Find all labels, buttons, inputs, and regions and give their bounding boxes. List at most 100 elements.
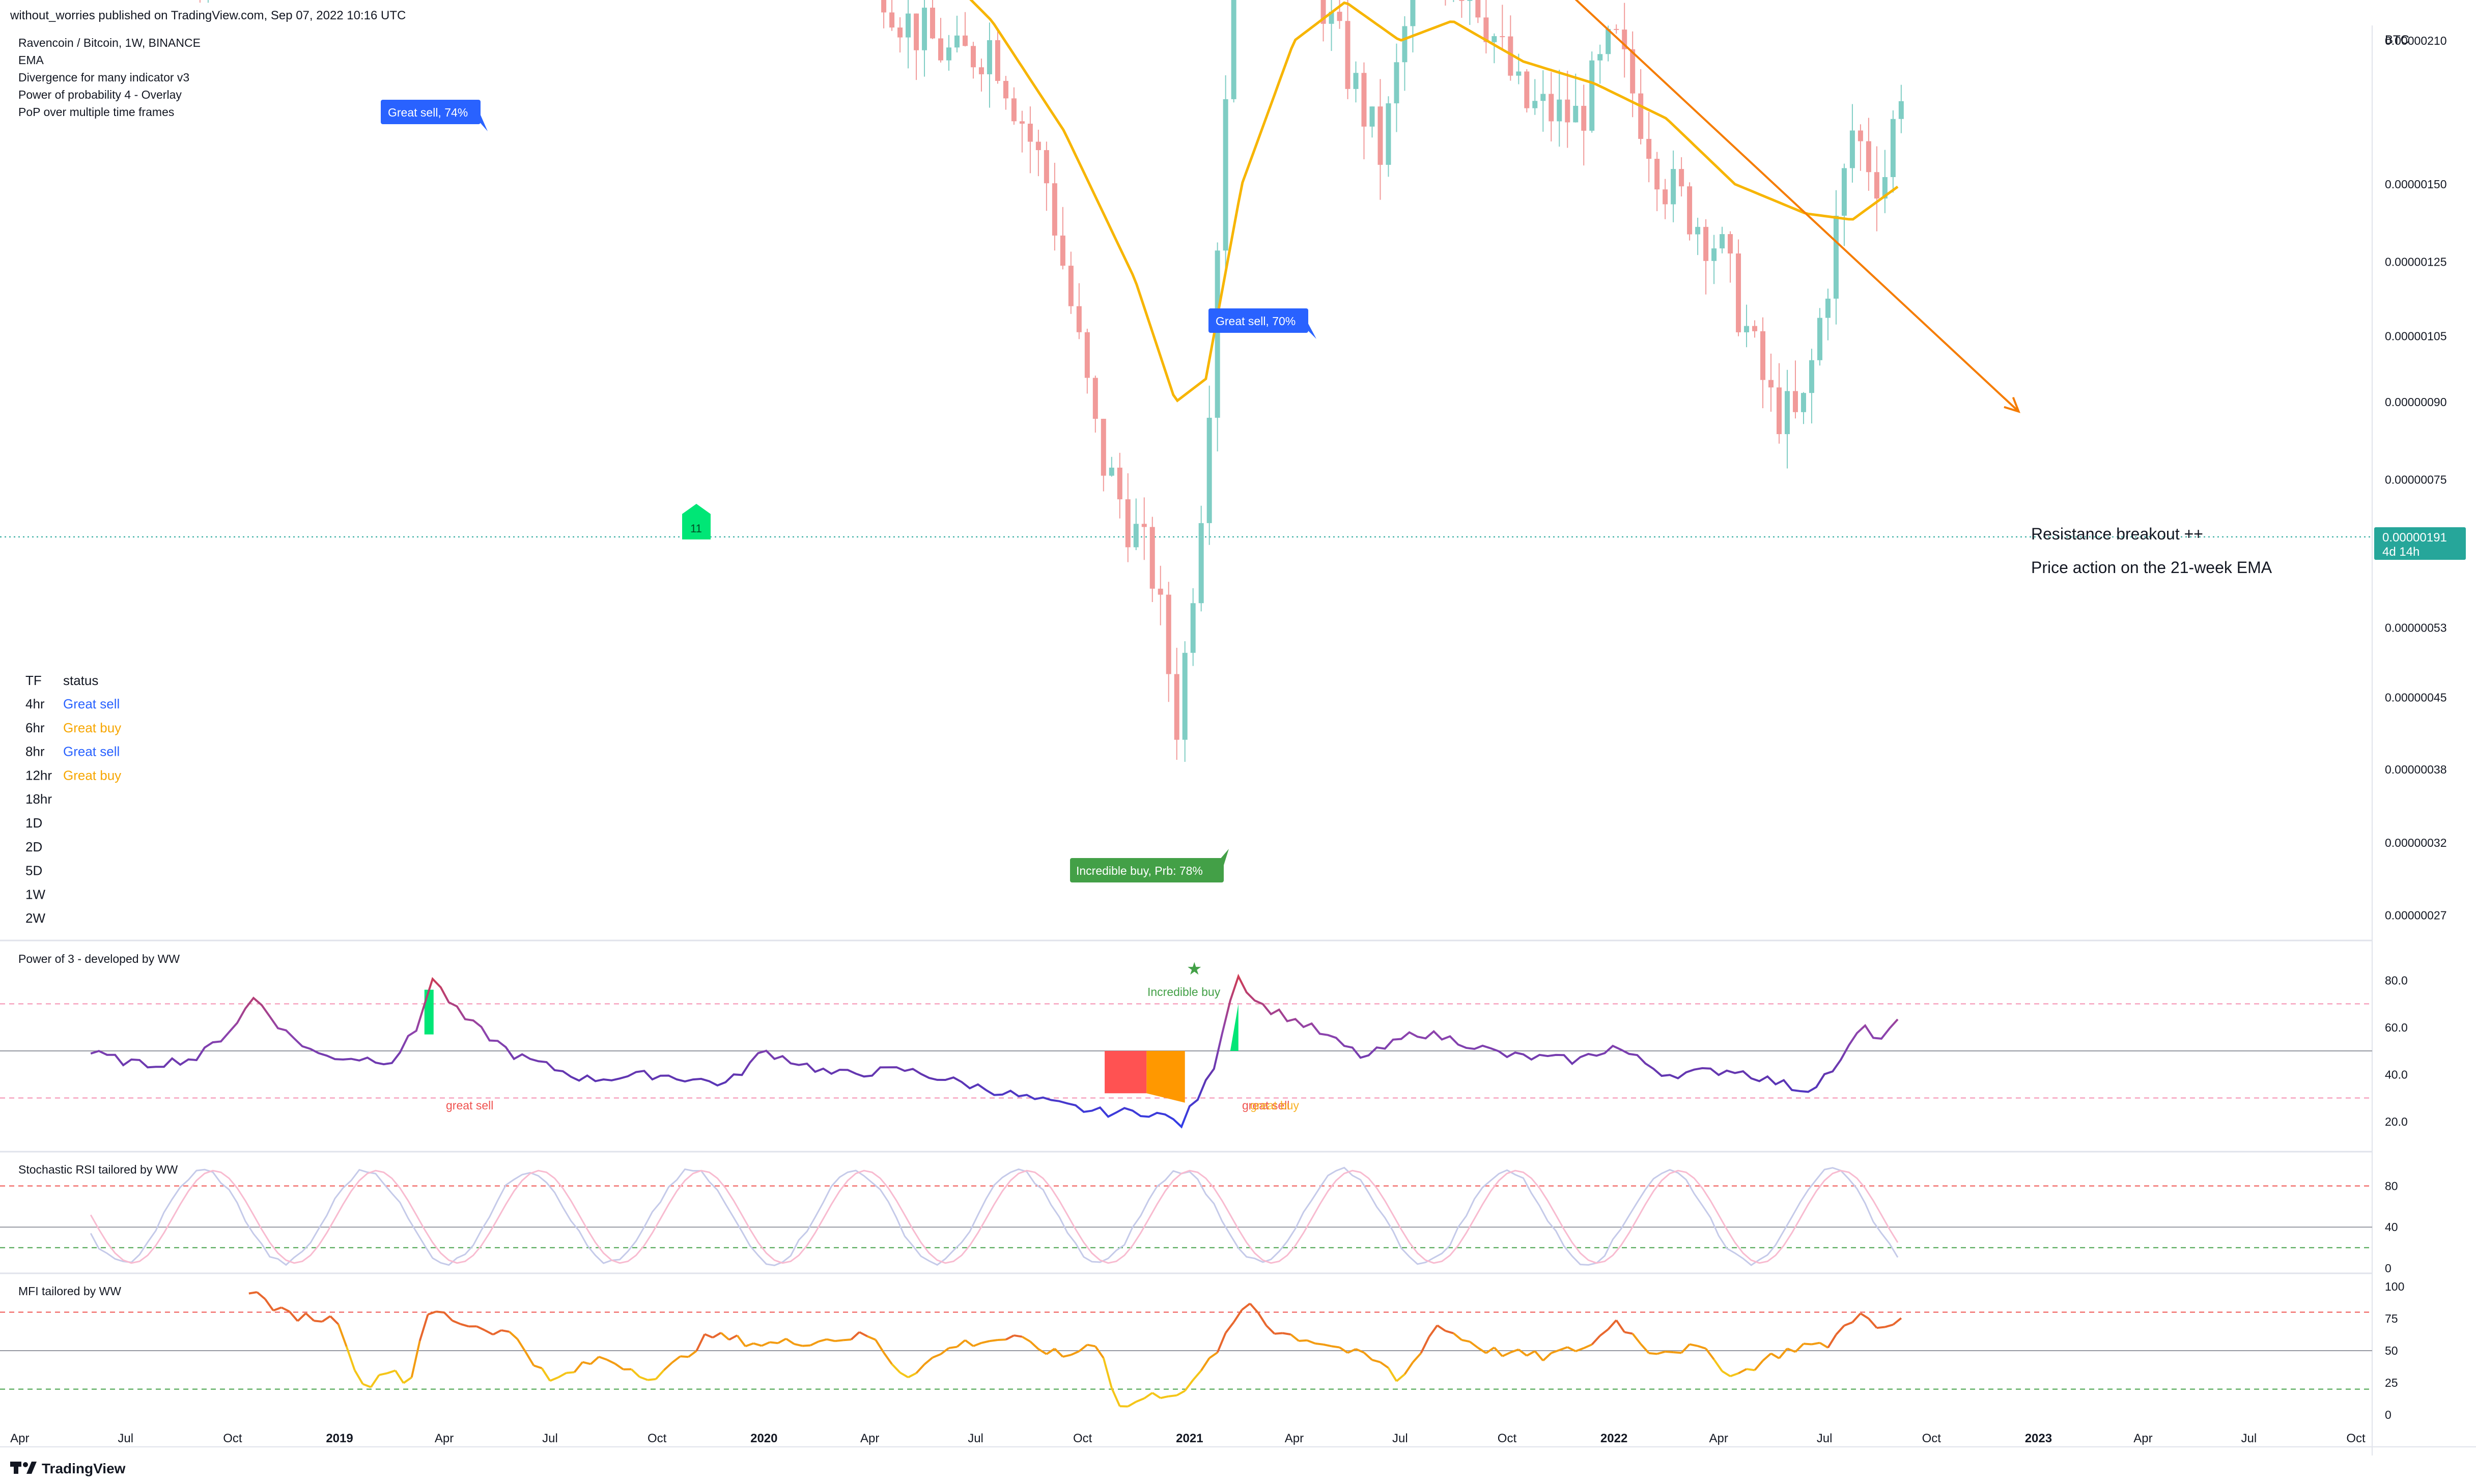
candle-body (1166, 594, 1171, 674)
mfi-segment (1143, 1392, 1153, 1400)
candle-body (1402, 26, 1408, 63)
status-row-tf: 4hr (25, 696, 45, 711)
pow3-line (90, 974, 1899, 1129)
mfi-segment (1005, 1334, 1015, 1340)
mfi-segment (501, 1329, 510, 1333)
candle-body (1027, 123, 1033, 142)
legend: Ravencoin / Bitcoin, 1W, BINANCE EMA Div… (18, 36, 201, 119)
mfi-segment (1200, 1357, 1211, 1372)
candle-body (1076, 306, 1082, 332)
candle-body (1149, 527, 1155, 589)
mfi-segment (403, 1376, 412, 1384)
mfi-segment (541, 1367, 551, 1382)
candle-body (1736, 253, 1741, 332)
mfi-segment (1428, 1325, 1439, 1337)
candle-body (1223, 99, 1228, 251)
mfi-segment (655, 1369, 665, 1380)
mfi-segment (533, 1364, 543, 1369)
mfi-segment (753, 1342, 762, 1347)
signal-great-sell-1: Great sell, 74% (381, 100, 488, 131)
mfi-segment (1794, 1343, 1805, 1353)
time-tick-label: Apr (1285, 1432, 1304, 1445)
price-axis[interactable]: 0.000020000.000017000.000014000.00001200… (2385, 0, 2447, 922)
time-axis[interactable]: Apr Jul Oct 2019 Apr Jul Oct 2020 Apr Jul Oct 2021 A… (10, 1432, 2366, 1445)
mfi-segment (1168, 1394, 1177, 1397)
price-tick-label: 0.00000090 (2385, 395, 2447, 409)
mfi-segment (1469, 1340, 1479, 1349)
mfi-segment (794, 1343, 803, 1347)
count-marker: 11 (682, 504, 711, 539)
mfi-segment (663, 1361, 673, 1371)
symbol-title: Ravencoin / Bitcoin, 1W, BINANCE (18, 36, 201, 49)
candle-body (1044, 150, 1049, 184)
incredible-buy-star-icon: ★ (1187, 959, 1202, 979)
pane-tick-label: 100 (2385, 1280, 2404, 1293)
mfi-segment (289, 1310, 299, 1322)
mfi-pane[interactable]: MFI tailored by WW 100 75 50 25 0 (0, 1280, 2404, 1421)
candle-body (1809, 360, 1814, 393)
mfi-segment (1631, 1333, 1642, 1345)
status-row-tf: 5D (25, 863, 42, 878)
mfi-segment (908, 1372, 917, 1379)
mfi-segment (761, 1341, 771, 1347)
mfi-segment (1575, 1347, 1584, 1352)
candle-body (1206, 417, 1212, 523)
mfi-segment (353, 1369, 364, 1385)
mfi-segment (1241, 1302, 1251, 1311)
mfi-segment (443, 1311, 454, 1322)
candle-body (1329, 12, 1334, 24)
candle-body (1882, 177, 1888, 199)
indicator-pop-overlay: Power of probability 4 - Overlay (18, 88, 182, 101)
candle-body (1508, 36, 1513, 76)
pane-tick-label: 80 (2385, 1179, 2398, 1192)
candle-body (1849, 130, 1855, 168)
mfi-segment (1851, 1312, 1862, 1323)
mfi-segment (680, 1355, 689, 1358)
pow3-pane[interactable]: Power of 3 - developed by WW 80.0 60.0 40.… (0, 952, 2408, 1129)
mfi-segment (891, 1363, 901, 1374)
price-tick-label: 0.00000045 (2385, 691, 2447, 704)
mfi-segment (810, 1340, 820, 1347)
mfi-segment (973, 1342, 982, 1347)
stoch-pane[interactable]: Stochastic RSI tailored by WW 80 40 0 (0, 1163, 2398, 1275)
candle-body (1703, 226, 1709, 261)
price-tick-label: 0.00000027 (2385, 908, 2447, 922)
mfi-segment (1567, 1346, 1577, 1352)
mfi-segment (1216, 1332, 1227, 1353)
mfi-segment (1502, 1351, 1511, 1357)
candle-body (1768, 380, 1774, 388)
time-tick-label: Jul (968, 1432, 983, 1445)
trendline (1574, 0, 2020, 413)
pow3-incredible-buy-label: Incredible buy (1147, 985, 1221, 998)
candle-body (1369, 106, 1375, 127)
indicator-ema: EMA (18, 53, 44, 67)
mfi-segment (1371, 1359, 1381, 1363)
mfi-segment (1225, 1321, 1235, 1334)
status-row-tf: 2W (25, 910, 45, 926)
resistance-trendline (1574, 0, 2019, 413)
mfi-segment (1453, 1332, 1462, 1341)
mfi-segment (460, 1323, 469, 1328)
mfi-segment (915, 1363, 925, 1374)
mfi-segment (1713, 1359, 1723, 1372)
mfi-segment (1705, 1348, 1715, 1360)
mfi-segment (1299, 1339, 1307, 1342)
mfi-segment (492, 1329, 502, 1336)
mfi-segment (720, 1332, 730, 1341)
candle-body (1581, 105, 1587, 131)
mfi-segment (362, 1383, 372, 1388)
stoch-d-line (90, 1169, 1899, 1264)
mfi-segment (509, 1331, 518, 1340)
annotation-breakout: Resistance breakout ++ (2031, 525, 2203, 543)
pane-tick-label: 20.0 (2385, 1115, 2408, 1128)
mfi-segment (1136, 1397, 1145, 1403)
mfi-segment (1071, 1350, 1080, 1356)
mfi-segment (1403, 1361, 1414, 1375)
candle-body (889, 12, 895, 28)
candle-body (1614, 28, 1619, 30)
mfi-segment (394, 1369, 405, 1384)
candle-body (1475, 0, 1481, 18)
mfi-segment (1493, 1347, 1503, 1357)
